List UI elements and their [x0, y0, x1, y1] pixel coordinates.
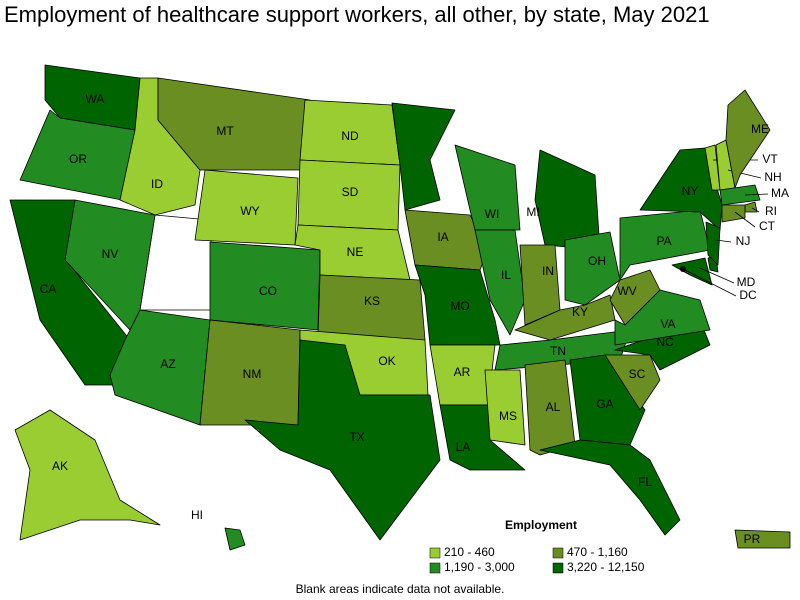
- state-label: CT: [759, 219, 776, 233]
- state-label: PR: [744, 532, 761, 546]
- state-shape: [14, 409, 161, 541]
- state-shape: [569, 354, 646, 446]
- state-label: ND: [341, 129, 359, 143]
- legend-label: 1,190 - 3,000: [444, 560, 515, 574]
- state-label: IL: [501, 268, 511, 282]
- state-label: AZ: [160, 357, 175, 371]
- state-label: CA: [40, 282, 57, 296]
- state-shape: [157, 77, 311, 171]
- state-label: OR: [69, 152, 87, 166]
- state-label: OH: [588, 254, 606, 268]
- leader-line: [751, 207, 760, 213]
- state-label: AL: [546, 400, 561, 414]
- state-label: SD: [342, 185, 359, 199]
- legend-label: 210 - 460: [444, 545, 495, 559]
- state-shape: [719, 184, 761, 206]
- state-label: NM: [243, 367, 262, 381]
- state-label: AR: [454, 365, 471, 379]
- states: WAORCANVIDMTWYCOAZNMNDSDNEKSOKTXMNIAMOAR…: [9, 64, 791, 551]
- state-label: WI: [485, 207, 500, 221]
- state-shape: [609, 269, 661, 326]
- state-label: IA: [437, 230, 448, 244]
- legend-swatch: [552, 547, 564, 559]
- legend: 210 - 460 470 - 1,160 1,190 - 3,000 3,220 -…: [429, 545, 645, 574]
- state-shape: [244, 339, 441, 541]
- footnote: Blank areas indicate data not available.: [296, 582, 505, 596]
- state-label: KY: [572, 305, 588, 319]
- state-shape: [474, 229, 526, 336]
- state-label: MA: [771, 186, 789, 200]
- state-label: TX: [349, 430, 364, 444]
- state-label: MI: [526, 205, 539, 219]
- leader-line: [744, 193, 769, 196]
- leader-line: [699, 267, 735, 284]
- state-label: TN: [550, 344, 566, 358]
- legend-swatch: [429, 547, 441, 559]
- state-label: MS: [499, 409, 517, 423]
- legend-label: 3,220 - 12,150: [567, 560, 645, 574]
- legend-swatch: [552, 562, 564, 574]
- state-label: WV: [617, 284, 636, 298]
- state-label: NC: [656, 335, 674, 349]
- state-shape: [534, 149, 601, 251]
- leader-line: [682, 268, 737, 297]
- state-shape: [721, 204, 746, 223]
- state-shape: [564, 231, 621, 306]
- state-label: CO: [259, 284, 277, 298]
- state-label: AK: [52, 459, 68, 473]
- leader-line: [734, 211, 756, 228]
- state-label: MO: [450, 299, 469, 313]
- state-label: OK: [378, 354, 395, 368]
- state-label: VT: [762, 152, 778, 166]
- state-shape: [734, 529, 791, 549]
- state-shape: [705, 221, 721, 266]
- state-label: ID: [151, 177, 163, 191]
- state-label: SC: [629, 367, 646, 381]
- state-label: PA: [656, 234, 671, 248]
- state-shape: [484, 369, 526, 446]
- state-label: NV: [102, 247, 119, 261]
- legend-label: 470 - 1,160: [567, 545, 628, 559]
- state-label: FL: [638, 475, 652, 489]
- legend-title: Employment: [505, 518, 577, 532]
- state-label: WA: [86, 92, 105, 106]
- legend-swatch: [429, 562, 441, 574]
- leader-line: [715, 239, 732, 243]
- state-label: NJ: [736, 234, 751, 248]
- state-label: VA: [660, 317, 675, 331]
- state-label: LA: [456, 440, 471, 454]
- state-label: DC: [739, 288, 757, 302]
- state-label: GA: [596, 397, 613, 411]
- state-label: RI: [765, 204, 777, 218]
- state-label: NE: [347, 245, 364, 259]
- state-label: IN: [542, 264, 554, 278]
- state-shape: [224, 527, 246, 551]
- state-shape: [744, 201, 758, 213]
- state-label: WY: [240, 204, 259, 218]
- state-shape: [391, 102, 456, 211]
- state-label: NH: [764, 170, 781, 184]
- state-label: NY: [682, 184, 699, 198]
- title: Employment of healthcare support workers…: [4, 2, 710, 27]
- state-shape: [19, 109, 136, 201]
- state-shape: [539, 439, 681, 536]
- state-label: HI: [191, 508, 203, 522]
- state-label: ME: [751, 122, 769, 136]
- state-label: KS: [364, 294, 380, 308]
- state-shape: [604, 354, 661, 411]
- state-label: MD: [737, 275, 756, 289]
- state-label: MT: [216, 124, 234, 138]
